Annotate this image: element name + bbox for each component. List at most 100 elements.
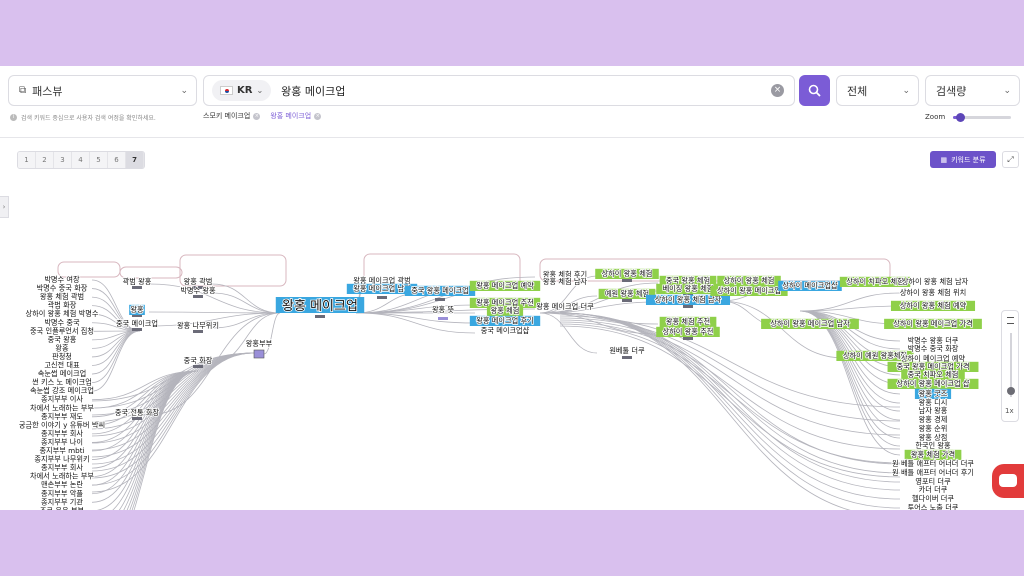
node-col1-7[interactable]: 중국 왕홍 <box>47 334 78 345</box>
node-col1-19[interactable]: 종지부부 나이 <box>40 437 84 448</box>
node-col10-7[interactable]: 중국 치파오 체험 <box>901 369 965 380</box>
node-col3-0[interactable]: 왕홍 곽범 <box>183 276 213 287</box>
node-col1-24[interactable]: 맨손부부 논란 <box>40 479 84 490</box>
node-col2-3[interactable]: 중국 전통 화장 <box>114 407 160 418</box>
node-col8-2[interactable]: 상하이 메이크업샵 <box>778 280 842 291</box>
node-col8-4[interactable]: 상하이 예원 왕홍체험 <box>836 350 914 361</box>
node-col9-0[interactable]: 상하이 치파오 체험 <box>839 276 911 287</box>
node-col1-17[interactable]: 궁금한 이야기 y 유튜버 박씨 <box>18 420 106 431</box>
node-col1-25[interactable]: 종지부부 악플 <box>40 488 84 499</box>
node-col10-21[interactable]: 헬다이버 더쿠 <box>911 493 955 504</box>
node-col2-1[interactable]: 왕홍 <box>129 304 145 315</box>
step-4[interactable]: 4 <box>72 152 90 168</box>
node-col1-11[interactable]: 속눈썹 메이크업 <box>37 368 87 379</box>
clear-icon[interactable]: × <box>771 84 784 97</box>
node-col4-0[interactable]: 왕홍부부 <box>245 338 273 349</box>
keyword-classify-button[interactable]: ▦ 키워드 분류 <box>930 151 996 168</box>
node-col1-14[interactable]: 종지부부 이사 <box>40 394 84 405</box>
node-col10-18[interactable]: 원 배틀 애프터 어너더 후기 <box>891 467 974 478</box>
node-col1-2[interactable]: 왕홍 체험 곽범 <box>39 291 85 302</box>
node-col7-3[interactable]: 베이징 왕홍 체험 <box>656 283 720 294</box>
node-col8-0[interactable]: 상하이 왕홍 체험 <box>717 275 781 286</box>
node-col6-5[interactable]: 왕홍 메이크업 후기 <box>469 315 541 326</box>
node-col7-5[interactable]: 왕홍 체험 추천 <box>659 316 717 327</box>
node-col10-17[interactable]: 원 베틀 애프터 어너더 더쿠 <box>891 458 975 469</box>
step-2[interactable]: 2 <box>36 152 54 168</box>
node-col10-19[interactable]: 영포티 더쿠 <box>915 476 952 487</box>
node-col1-9[interactable]: 판청청 <box>51 351 72 362</box>
node-col3-3[interactable]: 중국 화장 <box>183 355 214 366</box>
node-col10-10[interactable]: 왕홍 디시 <box>918 397 948 408</box>
node-col6-6[interactable]: 중국 메이크업샵 <box>480 325 531 336</box>
node-col1-4[interactable]: 상하이 왕홍 체험 박명수 <box>25 308 100 319</box>
node-col7-4[interactable]: 상하이 왕홍 체험 남자 <box>645 294 731 305</box>
zoom-slider[interactable] <box>953 112 1012 122</box>
node-col6-3[interactable]: 왕홍 메이크업 추천 <box>469 297 541 308</box>
node-col10-6[interactable]: 중국 왕홍 메이크업 가격 <box>887 361 979 372</box>
zoom-slider-handle[interactable] <box>956 112 966 122</box>
node-col7-7[interactable]: 원베툴 더쿠 <box>609 345 646 356</box>
node-col6-1[interactable]: 왕홍 체험 남자 <box>542 276 588 287</box>
node-col10-12[interactable]: 왕홍 경제 <box>918 414 948 425</box>
search-input[interactable]: 왕홍 메이크업 <box>281 84 346 98</box>
node-col3-1[interactable]: 박명수 왕홍 <box>180 285 217 296</box>
node-col3-2[interactable]: 왕홍 나무위키 <box>176 320 220 331</box>
chip-smoky-makeup[interactable]: 스모키 메이크업 × <box>203 111 261 121</box>
node-col1-13[interactable]: 속눈썹 강조 메이크업 <box>29 385 95 396</box>
node-col10-3[interactable]: 박명수 왕홍 더쿠 <box>907 335 960 346</box>
node-col10-1[interactable]: 상하이 왕홍 체험 예약 <box>890 300 976 311</box>
step-6[interactable]: 6 <box>108 152 126 168</box>
vertical-zoom-slider[interactable] <box>1010 333 1012 397</box>
step-7[interactable]: 7 <box>126 152 144 168</box>
node-col1-5[interactable]: 박명수 중국 <box>44 317 81 328</box>
node-col10-5[interactable]: 상하이 메이크업 예약 <box>900 353 966 364</box>
node-col1-15[interactable]: 차에서 노래하는 부부 <box>29 402 95 413</box>
node-col7-6[interactable]: 상하이 왕홍 추천 <box>656 326 720 337</box>
node-col6-2[interactable]: 왕홍 메이크업 예약 <box>469 280 541 291</box>
node-col1-6[interactable]: 중국 인플루언서 집청 <box>29 325 95 336</box>
node-col1-22[interactable]: 종지부부 회사 <box>40 462 84 473</box>
node-col1-16[interactable]: 종지부부 재도 <box>40 411 84 422</box>
scope-select[interactable]: 전체 ⌄ <box>836 75 919 106</box>
node-col5-0[interactable]: 왕홍 메이크업 곽범 <box>352 275 411 286</box>
node-col1-8[interactable]: 왕홍 <box>55 343 70 354</box>
node-col5-1[interactable]: 왕홍 메이크업 남자 <box>346 283 418 294</box>
step-5[interactable]: 5 <box>90 152 108 168</box>
step-1[interactable]: 1 <box>18 152 36 168</box>
node-col8-1[interactable]: 상하이 왕홍 메이크업 <box>710 285 788 296</box>
node-col1-20[interactable]: 종지부부 mbti <box>39 445 86 456</box>
search-button[interactable] <box>799 75 830 106</box>
node-center[interactable]: 왕홍 메이크업 <box>275 297 365 315</box>
node-col1-21[interactable]: 종지부부 나무위키 <box>34 454 91 465</box>
fullscreen-button[interactable]: ⤢ <box>1002 151 1019 168</box>
node-col10-16[interactable]: 왕홍 체험 가격 <box>904 449 962 460</box>
node-col10-22[interactable]: 투어스 노출 더쿠 <box>907 502 960 510</box>
view-select[interactable]: ⧉ 패스뷰 ⌄ <box>8 75 197 106</box>
node-col10-15[interactable]: 한국인 왕홍 <box>915 440 952 451</box>
node-col10-2[interactable]: 상하이 왕홍 메이크업 가격 <box>884 318 982 329</box>
node-col1-3[interactable]: 곽범 화장 <box>47 300 78 311</box>
node-col8-3[interactable]: 상하이 왕홍 메이크업 남자 <box>761 318 859 329</box>
node-col1-12[interactable]: 썬 키스 노 메이크업 <box>31 377 92 388</box>
node-col10-20[interactable]: 카더 더쿠 <box>918 484 949 495</box>
chatbot-button[interactable] <box>992 464 1024 498</box>
node-col5-2[interactable]: 중국 왕홍 메이크업 <box>404 285 476 296</box>
node-col9-1[interactable]: 상하이 왕홍 체험 남자 <box>901 276 969 287</box>
node-col10-14[interactable]: 왕홍 상점 <box>918 432 948 443</box>
chip-wanghong-makeup[interactable]: 왕홍 메이크업 × <box>270 111 322 121</box>
step-3[interactable]: 3 <box>54 152 72 168</box>
node-col5-3[interactable]: 왕홍 뜻 <box>431 304 455 315</box>
node-col7-1[interactable]: 예원 왕홍 체험 <box>598 288 656 299</box>
node-col6-4[interactable]: 왕홍 체험 <box>486 305 524 316</box>
node-col1-23[interactable]: 차에서 노래하는 부부 <box>29 471 95 482</box>
node-col10-9[interactable]: 왕홍 굿즈 <box>914 388 952 399</box>
node-col1-10[interactable]: 고신전 대표 <box>44 360 81 371</box>
node-col10-11[interactable]: 남자 왕홍 <box>918 405 949 416</box>
node-col7-0[interactable]: 상하이 왕홍 체험 <box>595 268 659 279</box>
close-icon[interactable]: × <box>314 112 322 120</box>
node-col7-2[interactable]: 중국 왕홍 체험 <box>659 275 717 286</box>
node-col1-27[interactable]: 조코 유유 부부 <box>39 505 85 510</box>
node-col2-0[interactable]: 곽범 왕홍 <box>122 276 153 287</box>
node-col2-2[interactable]: 중국 메이크업 <box>115 318 159 329</box>
node-col10-4[interactable]: 박명수 중국 화장 <box>907 343 960 354</box>
